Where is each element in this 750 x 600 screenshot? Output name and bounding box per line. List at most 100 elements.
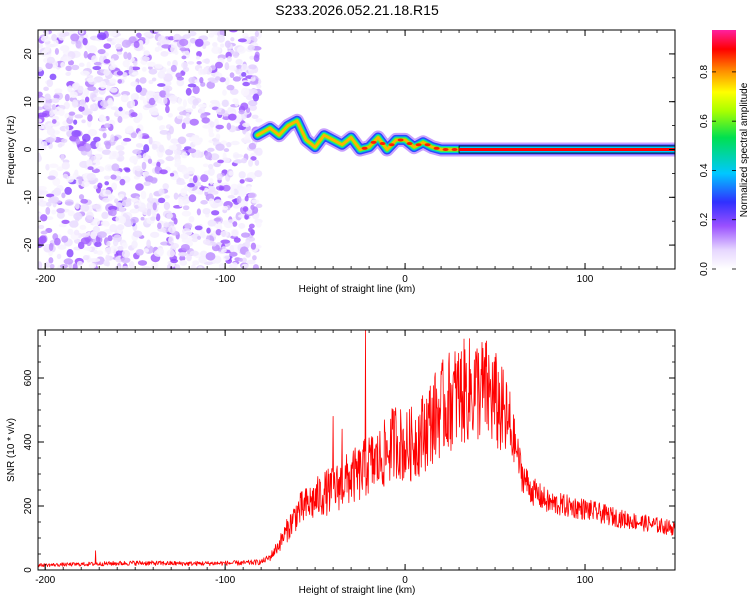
heatmap-noise-blob bbox=[230, 187, 235, 196]
heatmap-noise-blob bbox=[161, 39, 171, 45]
heatmap-noise-blob bbox=[168, 145, 178, 151]
heatmap-noise-blob bbox=[182, 99, 187, 108]
heatmap-noise-blob bbox=[49, 110, 54, 117]
heatmap-noise-blob bbox=[112, 239, 119, 247]
heatmap-noise-blob bbox=[192, 85, 200, 95]
heatmap-noise-layer bbox=[38, 30, 263, 269]
heatmap-noise-blob bbox=[93, 96, 103, 101]
heatmap-noise-blob bbox=[253, 54, 260, 62]
heatmap-noise-blob bbox=[118, 106, 123, 112]
colorbar-ticks: 0.0 0.2 0.4 0.6 0.8 bbox=[699, 64, 736, 276]
heatmap-noise-blob bbox=[217, 34, 226, 43]
heatmap-noise-blob bbox=[228, 113, 237, 121]
heatmap-noise-blob bbox=[87, 128, 98, 137]
heatmap-noise-blob bbox=[163, 222, 170, 228]
heatmap-noise-blob bbox=[38, 66, 43, 72]
heatmap-noise-blob bbox=[198, 255, 208, 264]
heatmap-noise-blob bbox=[166, 249, 176, 258]
heatmap-noise-blob bbox=[208, 132, 215, 138]
heatmap-noise-blob bbox=[226, 122, 232, 130]
heatmap-noise-blob bbox=[235, 58, 243, 65]
heatmap-noise-blob bbox=[175, 143, 182, 151]
heatmap-noise-blob bbox=[169, 172, 175, 177]
heatmap-noise-blob bbox=[65, 65, 72, 72]
heatmap-noise-blob bbox=[163, 73, 173, 82]
heatmap-noise-blob bbox=[176, 78, 185, 87]
heatmap-noise-blob bbox=[96, 32, 107, 40]
heatmap-noise-blob bbox=[38, 153, 42, 162]
heatmap-noise-blob bbox=[159, 169, 168, 175]
heatmap-noise-blob bbox=[138, 112, 143, 121]
heatmap-noise-blob bbox=[44, 261, 51, 268]
heatmap-noise-blob bbox=[67, 85, 73, 93]
heatmap-noise-blob bbox=[117, 150, 125, 156]
heatmap-noise-blob bbox=[86, 247, 92, 252]
heatmap-noise-blob bbox=[113, 170, 122, 176]
heatmap-noise-blob bbox=[121, 265, 129, 269]
heatmap-noise-blob bbox=[224, 77, 230, 86]
heatmap-noise-blob bbox=[140, 190, 147, 200]
heatmap-noise-blob bbox=[86, 159, 93, 166]
heatmap-noise-blob bbox=[228, 170, 234, 176]
heatmap-noise-blob bbox=[129, 198, 139, 203]
heatmap-noise-blob bbox=[228, 219, 234, 223]
heatmap-noise-blob bbox=[121, 242, 128, 249]
heatmap-noise-blob bbox=[45, 62, 53, 70]
heatmap-noise-blob bbox=[211, 210, 220, 216]
heatmap-noise-blob bbox=[66, 175, 74, 183]
heatmap-noise-blob bbox=[178, 115, 184, 120]
heatmap-noise-blob bbox=[92, 65, 102, 71]
heatmap-noise-blob bbox=[130, 208, 137, 214]
heatmap-noise-blob bbox=[170, 138, 180, 144]
heatmap-noise-blob bbox=[108, 155, 115, 160]
heatmap-noise-blob bbox=[92, 225, 101, 233]
heatmap-noise-blob bbox=[65, 71, 71, 77]
heatmap-noise-blob bbox=[215, 133, 221, 140]
heatmap-noise-blob bbox=[104, 181, 110, 186]
heatmap-noise-blob bbox=[188, 194, 197, 203]
heatmap-noise-blob bbox=[57, 143, 63, 148]
heatmap-noise-blob bbox=[211, 46, 221, 55]
heatmap-noise-blob bbox=[229, 244, 235, 253]
heatmap-noise-blob bbox=[157, 222, 162, 230]
heatmap-noise-blob bbox=[68, 59, 75, 66]
heatmap-noise-blob bbox=[188, 76, 197, 84]
heatmap-trace-peak bbox=[415, 143, 422, 147]
colorbar-gradient bbox=[712, 30, 736, 269]
heatmap-noise-blob bbox=[248, 227, 253, 233]
heatmap-noise-blob bbox=[82, 254, 90, 261]
heatmap-noise-blob bbox=[146, 201, 154, 211]
heatmap-noise-blob bbox=[38, 106, 44, 111]
colorbar-tick-label: 0.2 bbox=[699, 212, 710, 226]
heatmap-noise-blob bbox=[45, 163, 50, 171]
heatmap-x-tick-label: 100 bbox=[577, 274, 594, 285]
heatmap-noise-blob bbox=[151, 111, 160, 116]
heatmap-noise-blob bbox=[159, 129, 169, 135]
heatmap-noise-blob bbox=[74, 202, 80, 210]
heatmap-noise-blob bbox=[106, 85, 111, 92]
heatmap-noise-blob bbox=[165, 148, 174, 156]
heatmap-noise-blob bbox=[60, 154, 65, 161]
heatmap-noise-blob bbox=[238, 257, 243, 262]
heatmap-noise-blob bbox=[211, 241, 217, 247]
heatmap-noise-blob bbox=[200, 200, 208, 205]
heatmap-noise-blob bbox=[78, 176, 83, 185]
heatmap-noise-blob bbox=[121, 39, 131, 48]
snr-y-axis-label: SNR (10 * v/v) bbox=[6, 418, 17, 482]
heatmap-noise-blob bbox=[144, 104, 154, 109]
heatmap-noise-blob bbox=[120, 257, 131, 264]
heatmap-noise-blob bbox=[209, 121, 215, 128]
heatmap-trace-peak bbox=[388, 143, 395, 147]
heatmap-noise-blob bbox=[153, 249, 164, 257]
heatmap-noise-blob bbox=[192, 139, 202, 146]
snr-y-tick-label: 400 bbox=[23, 433, 34, 450]
heatmap-noise-blob bbox=[220, 230, 229, 238]
heatmap-noise-blob bbox=[40, 214, 48, 222]
heatmap-noise-blob bbox=[115, 145, 125, 151]
heatmap-noise-blob bbox=[179, 260, 188, 266]
heatmap-noise-blob bbox=[224, 62, 230, 71]
heatmap-noise-blob bbox=[237, 38, 247, 43]
heatmap-noise-blob bbox=[130, 92, 140, 101]
